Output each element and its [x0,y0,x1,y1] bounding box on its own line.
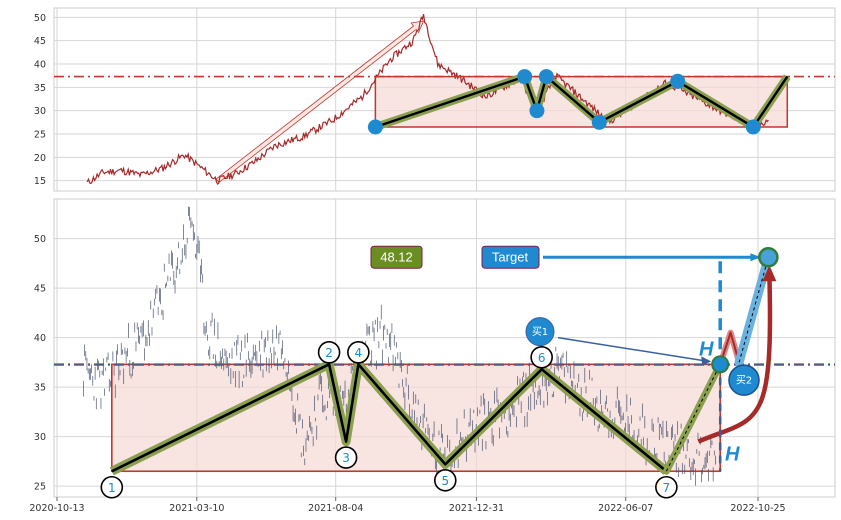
buy1-pointer-head [701,356,712,366]
bottom-wave-line [111,362,668,473]
top-y-tick-label: 45 [34,36,46,47]
pullback-spike-core [719,331,741,365]
x-tick-label: 2022-10-25 [730,503,785,514]
wave-marker-label: 1 [108,481,116,495]
wave-marker-label: 7 [663,481,671,495]
wave-marker-circle [433,469,457,492]
wave-marker-label: 4 [355,346,363,360]
bottom-y-tick-label: 35 [34,383,46,394]
bottom-y-tick-label: 50 [34,234,46,245]
top-panel: 15 20 25 30 35 40 45 50 [34,8,835,191]
x-tick-label: 2020-10-13 [29,503,84,514]
breakout-point [711,355,730,374]
wave-marker-label: 6 [538,351,546,365]
x-tick-label: 2022-06-07 [598,503,653,514]
top-y-tick-label: 20 [34,153,46,164]
target-label-text: Target [492,250,529,265]
target-value-box [370,245,423,269]
x-tick-label: 2021-12-31 [449,503,504,514]
wave-marker-circle [530,345,553,369]
top-y-tick-label: 25 [34,130,46,141]
x-tick-label: 2021-03-10 [169,503,224,514]
wave-marker-label: 3 [342,451,350,465]
breakout-path-dash [665,364,721,472]
buy2-label: 买2 [736,375,752,387]
curved-arrow-head [762,265,777,282]
bottom-pattern-box [110,363,722,473]
wave-marker-label: 5 [441,474,449,488]
wave-marker-label: 2 [325,346,333,360]
buy1-label: 买1 [532,326,548,338]
target-value-text: 48.12 [380,250,413,265]
x-tick-label: 2021-08-04 [308,503,363,514]
bottom-y-tick-label: 25 [34,482,46,493]
bottom-y-tick-label: 30 [34,432,46,443]
top-wave-point [367,119,383,135]
height-label-upper: H [699,338,714,360]
wave-marker-circle [334,446,358,469]
height-label-lower: H [725,443,740,465]
bottom-y-tick-label: 45 [34,284,46,295]
buy2-bubble [728,364,760,396]
target-point [758,246,779,268]
top-wave-point [670,73,686,89]
target-label-box [481,245,540,269]
target-line-head [750,253,761,262]
buy1-bubble [525,317,555,347]
wave-marker-circle [317,341,341,364]
top-y-tick-label: 30 [34,106,46,117]
top-y-tick-label: 40 [34,60,46,71]
top-y-tick-label: 50 [34,13,46,24]
wave-marker-circle [655,475,678,499]
buy1-pointer [557,336,709,363]
bottom-y-tick-label: 40 [34,333,46,344]
projection-dash [738,257,769,363]
top-wave-point [591,114,607,130]
top-rising-arrow [215,20,425,183]
wave-marker-circle [100,475,124,499]
top-wave-point [745,119,761,135]
top-wave-point [517,69,533,85]
wave-marker-circle [347,341,370,364]
top-wave-point [529,103,545,119]
top-wave-point [538,69,554,85]
curved-arrow-shaft [697,275,773,444]
top-y-tick-label: 15 [34,176,46,187]
top-y-tick-label: 35 [34,83,46,94]
